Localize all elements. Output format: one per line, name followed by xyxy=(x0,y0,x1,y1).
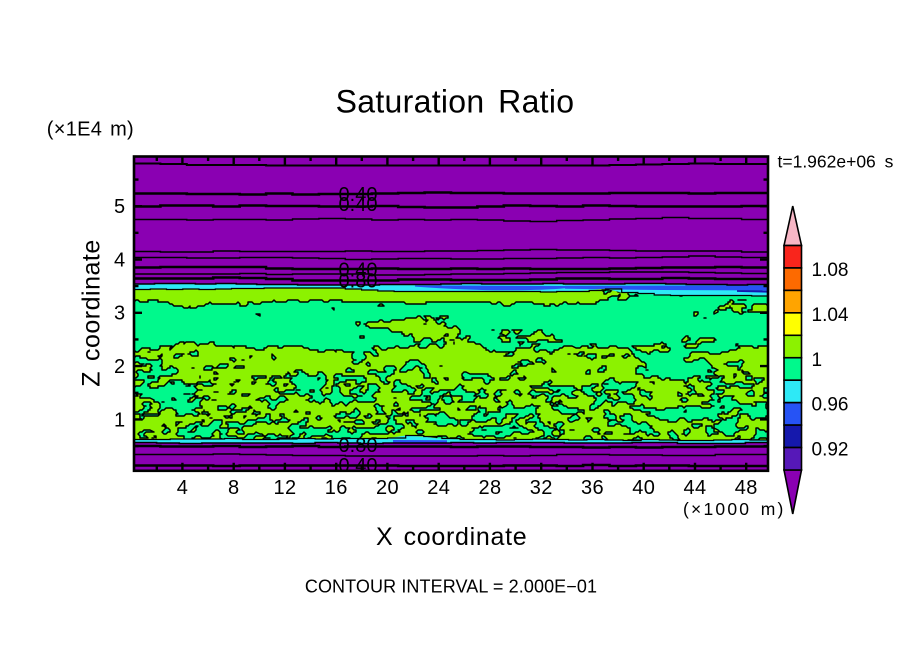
svg-text:0.40: 0.40 xyxy=(339,455,378,477)
svg-text:(×1000 m): (×1000 m) xyxy=(683,499,786,519)
svg-text:0.92: 0.92 xyxy=(812,440,849,461)
svg-text:CONTOUR INTERVAL = 2.000E−01: CONTOUR INTERVAL = 2.000E−01 xyxy=(305,576,597,596)
svg-text:t=1.962e+06 s: t=1.962e+06 s xyxy=(778,152,894,172)
svg-text:0.80: 0.80 xyxy=(339,270,378,292)
svg-text:24: 24 xyxy=(427,477,450,499)
svg-text:2: 2 xyxy=(114,356,125,378)
svg-text:4: 4 xyxy=(114,249,125,271)
svg-text:1.04: 1.04 xyxy=(812,305,849,326)
svg-text:0.40: 0.40 xyxy=(339,194,378,216)
svg-text:28: 28 xyxy=(479,477,502,499)
svg-text:4: 4 xyxy=(177,477,188,499)
svg-text:Z coordinate: Z coordinate xyxy=(78,239,106,386)
svg-text:5: 5 xyxy=(114,196,125,218)
svg-text:0.96: 0.96 xyxy=(812,395,849,416)
svg-text:48: 48 xyxy=(735,477,758,499)
svg-text:32: 32 xyxy=(530,477,553,499)
svg-text:0.40: 0.40 xyxy=(339,259,378,281)
svg-text:X coordinate: X coordinate xyxy=(376,523,527,551)
svg-text:36: 36 xyxy=(581,477,604,499)
svg-text:1: 1 xyxy=(812,350,823,371)
svg-text:8: 8 xyxy=(228,477,239,499)
svg-text:(×1E4 m): (×1E4 m) xyxy=(47,119,134,141)
svg-text:40: 40 xyxy=(632,477,655,499)
svg-text:16: 16 xyxy=(325,477,348,499)
svg-text:3: 3 xyxy=(114,303,125,325)
svg-text:12: 12 xyxy=(274,477,297,499)
svg-text:0.80: 0.80 xyxy=(339,435,378,457)
svg-text:20: 20 xyxy=(376,477,399,499)
svg-text:0.40: 0.40 xyxy=(339,184,378,206)
svg-text:Saturation Ratio: Saturation Ratio xyxy=(336,84,575,120)
svg-text:1: 1 xyxy=(114,409,125,431)
svg-text:44: 44 xyxy=(684,477,707,499)
svg-text:1.08: 1.08 xyxy=(812,260,849,281)
